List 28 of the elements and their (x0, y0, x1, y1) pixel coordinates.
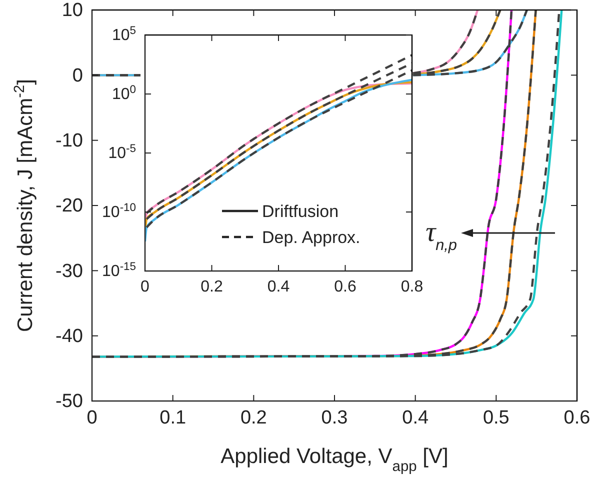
x-tick-label: 0 (86, 407, 98, 428)
y-tick-label: -20 (56, 196, 83, 217)
y-tick-label: -30 (56, 260, 83, 282)
annotation: Dep. Approx. (262, 228, 360, 247)
y-tick-label: -50 (56, 391, 83, 412)
x-tick-label: 0.1 (160, 407, 186, 428)
x-tick-label: 0.2 (200, 278, 223, 296)
x-tick-label: 0.3 (321, 407, 348, 428)
y-tick-label: 10 (62, 0, 83, 22)
x-tick-label: 0.6 (564, 407, 590, 428)
x-tick-label: 0.5 (482, 407, 510, 428)
x-tick-label: 0.4 (402, 407, 429, 428)
x-tick-label: 0.4 (267, 278, 290, 296)
y-tick-label: 10$^{5}$ (112, 25, 136, 44)
y-tick-label: 10$^{-15}$ (102, 261, 136, 280)
x-tick-label: 0 (140, 278, 150, 296)
x-tick-label: 0.8 (400, 278, 424, 296)
y-tick-label: -40 (56, 326, 83, 347)
y-tick-label: 0 (72, 65, 83, 86)
x-tick-label: 0.2 (240, 407, 267, 428)
annotation: Driftfusion (262, 202, 339, 221)
y-tick-label: 10$^{-10}$ (102, 202, 136, 222)
x-axis-title: Applied Voltage, V$_{app}$ [V] (220, 445, 448, 475)
annotation: τ$_{n,p}$ (426, 217, 458, 254)
y-tick-label: 10$^{-5}$ (108, 143, 136, 162)
x-tick-label: 0.6 (334, 278, 356, 296)
y-tick-label: -10 (56, 130, 83, 152)
y-tick-label: 10$^{0}$ (112, 84, 136, 104)
